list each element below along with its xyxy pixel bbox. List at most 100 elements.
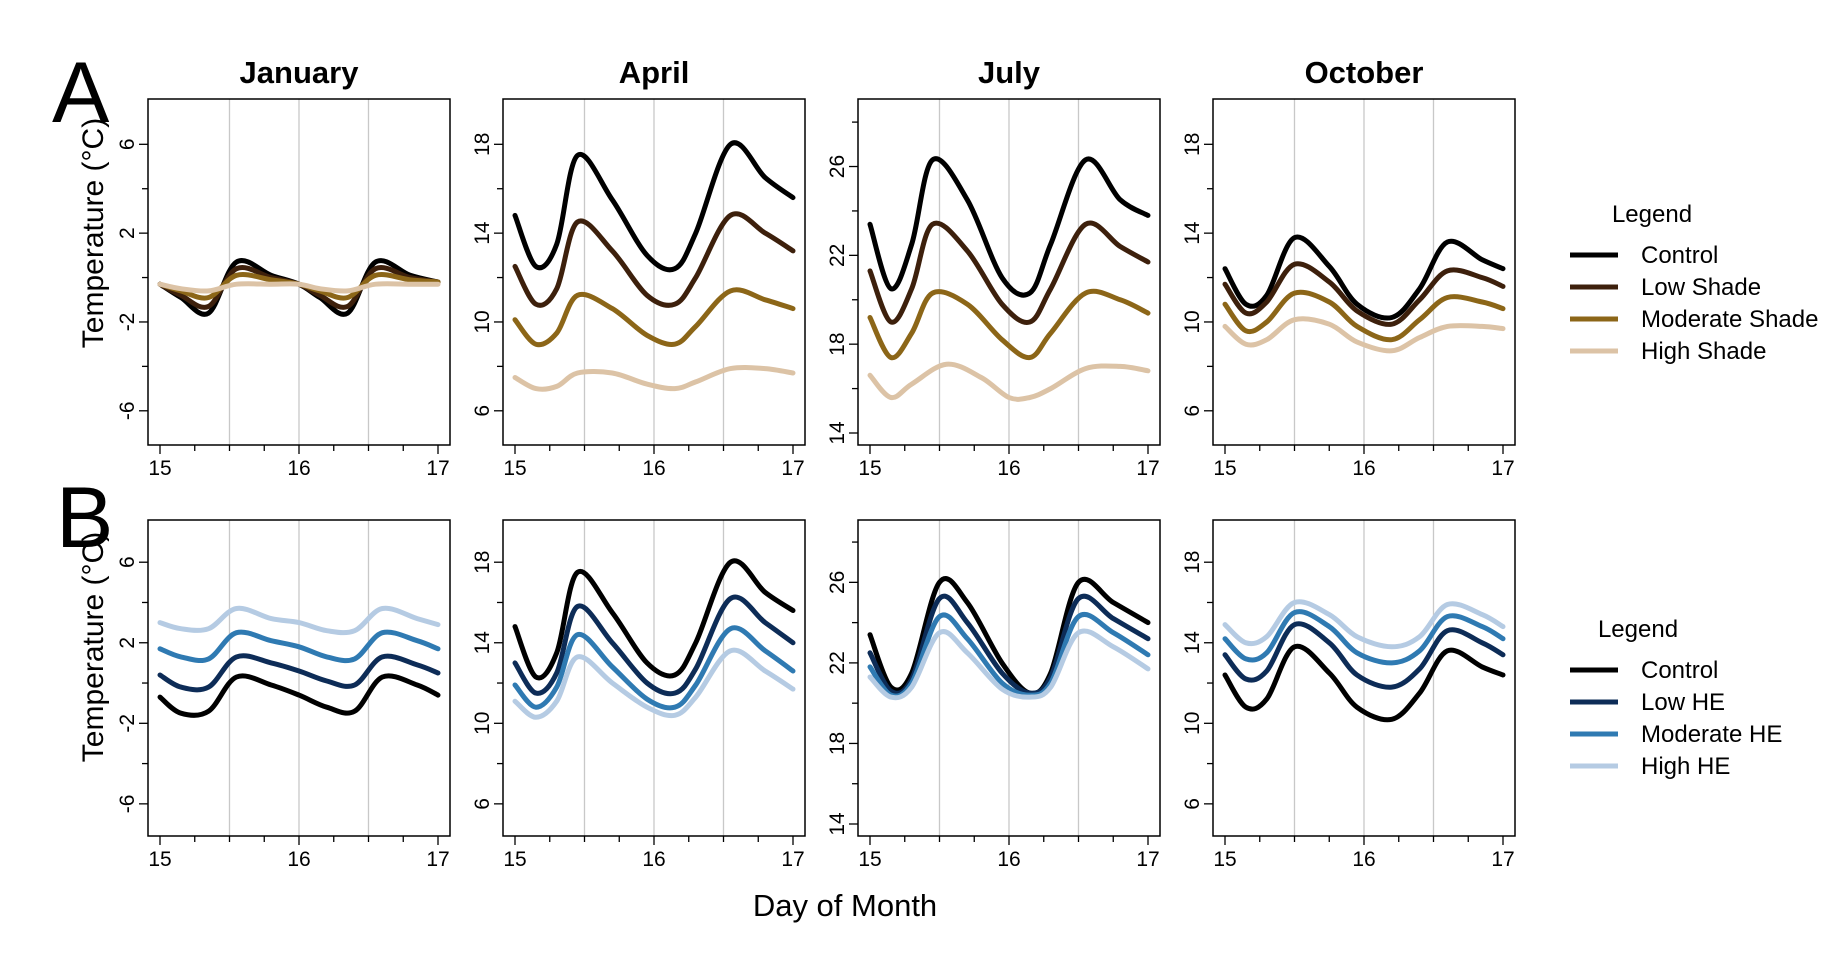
legend-entry: High Shade xyxy=(1641,338,1766,365)
series-line xyxy=(1222,599,1506,650)
y-tick-label: 22 xyxy=(826,651,849,674)
y-tick-label: 18 xyxy=(471,551,494,574)
x-tick-label: 16 xyxy=(1352,457,1375,480)
y-tick-label: 14 xyxy=(471,221,494,245)
x-tick-label: 17 xyxy=(1136,457,1159,480)
x-tick-label: 15 xyxy=(148,848,171,871)
y-tick-label: -6 xyxy=(116,401,139,420)
series-line xyxy=(867,361,1151,402)
series-line xyxy=(512,287,796,348)
series-line xyxy=(1222,234,1506,321)
y-tick-label: -2 xyxy=(116,714,139,733)
series-line xyxy=(512,625,796,711)
panel-letter-a: A xyxy=(52,45,110,141)
y-tick-label: 14 xyxy=(826,421,849,445)
y-tick-label: 26 xyxy=(826,155,849,178)
y-tick-label: -2 xyxy=(116,313,139,332)
series-line xyxy=(157,653,441,693)
x-tick-label: 15 xyxy=(1213,848,1236,871)
y-tick-label: 14 xyxy=(826,812,849,836)
x-tick-label: 16 xyxy=(642,457,665,480)
series-line xyxy=(1222,316,1506,354)
x-tick-label: 16 xyxy=(997,457,1020,480)
series-line xyxy=(867,156,1151,298)
legend-title: Legend xyxy=(1598,616,1678,643)
series-line xyxy=(512,364,796,392)
legend-title: Legend xyxy=(1612,201,1692,228)
legend-entry: Moderate Shade xyxy=(1641,306,1818,333)
series-line xyxy=(157,281,441,294)
legend-entry: Control xyxy=(1641,657,1718,684)
y-tick-label: 22 xyxy=(826,244,849,267)
x-tick-label: 16 xyxy=(287,848,310,871)
x-tick-label: 16 xyxy=(642,848,665,871)
chart-panel: -6 -2 2 6 15 16 17 xyxy=(116,519,451,871)
y-tick-label: 18 xyxy=(826,332,849,355)
x-tick-label: 17 xyxy=(426,848,449,871)
series-line xyxy=(1222,289,1506,343)
y-tick-label: 18 xyxy=(1181,551,1204,574)
x-tick-label: 15 xyxy=(148,457,171,480)
x-axis-label: Day of Month xyxy=(753,888,937,923)
y-tick-label: 18 xyxy=(471,133,494,156)
y-tick-label: 6 xyxy=(1181,405,1204,417)
x-tick-label: 15 xyxy=(503,848,526,871)
series-line xyxy=(867,576,1151,696)
y-tick-label: 6 xyxy=(1181,798,1204,810)
y-axis-label-a: Temperature (°C) xyxy=(77,118,110,348)
series-line xyxy=(1222,621,1506,690)
y-tick-label: 10 xyxy=(471,712,494,735)
series-line xyxy=(1222,261,1506,327)
x-tick-label: 15 xyxy=(1213,457,1236,480)
x-tick-label: 15 xyxy=(503,457,526,480)
y-tick-label: 6 xyxy=(471,798,494,810)
legend-entry: Moderate HE xyxy=(1641,721,1782,748)
x-tick-label: 16 xyxy=(1352,848,1375,871)
legend-entry: High HE xyxy=(1641,753,1730,780)
series-line xyxy=(512,594,796,697)
panel-title: July xyxy=(978,55,1041,90)
y-tick-label: 6 xyxy=(116,138,139,150)
x-tick-label: 15 xyxy=(858,457,881,480)
series-line xyxy=(157,629,441,664)
y-tick-label: 26 xyxy=(826,571,849,594)
x-tick-label: 17 xyxy=(781,848,804,871)
chart-panel: 14 18 22 26 15 16 17 xyxy=(826,519,1161,871)
x-tick-label: 17 xyxy=(781,457,804,480)
x-tick-label: 17 xyxy=(1491,457,1514,480)
y-tick-label: 14 xyxy=(471,631,494,655)
y-tick-label: 10 xyxy=(471,310,494,333)
y-tick-label: -6 xyxy=(116,795,139,814)
x-tick-label: 17 xyxy=(1491,848,1514,871)
panel-title: October xyxy=(1305,55,1424,90)
panel-title: April xyxy=(619,55,690,90)
legend-entry: Low Shade xyxy=(1641,274,1761,301)
series-line xyxy=(157,673,441,718)
panel-letter-b: B xyxy=(56,470,113,566)
x-tick-label: 16 xyxy=(997,848,1020,871)
series-line xyxy=(512,558,796,681)
series-line xyxy=(867,220,1151,325)
series-line xyxy=(1222,609,1506,666)
legend: Legend Control Low HE Moderate HE High HE xyxy=(1570,616,1782,780)
y-tick-label: 14 xyxy=(1181,221,1204,245)
series-line xyxy=(157,605,441,636)
chart-panel: July 14 18 22 26 15 16 17 xyxy=(826,55,1161,480)
chart-panel: April 6 10 14 18 15 16 17 xyxy=(471,55,806,480)
series-line xyxy=(1222,643,1506,723)
series-line xyxy=(512,140,796,273)
x-tick-label: 16 xyxy=(287,457,310,480)
y-tick-label: 10 xyxy=(1181,712,1204,735)
series-line xyxy=(867,288,1151,361)
chart-panel: 6 10 14 18 15 16 17 xyxy=(1181,519,1516,871)
legend: Legend Control Low Shade Moderate Shade High… xyxy=(1570,201,1818,365)
y-tick-label: 10 xyxy=(1181,310,1204,333)
chart-panel: October 6 10 14 18 15 16 17 xyxy=(1181,55,1516,480)
y-tick-label: 18 xyxy=(1181,133,1204,156)
y-tick-label: 6 xyxy=(116,556,139,568)
x-tick-label: 17 xyxy=(1136,848,1159,871)
x-tick-label: 17 xyxy=(426,457,449,480)
legends: Legend Control Low Shade Moderate Shade High… xyxy=(1570,201,1818,780)
